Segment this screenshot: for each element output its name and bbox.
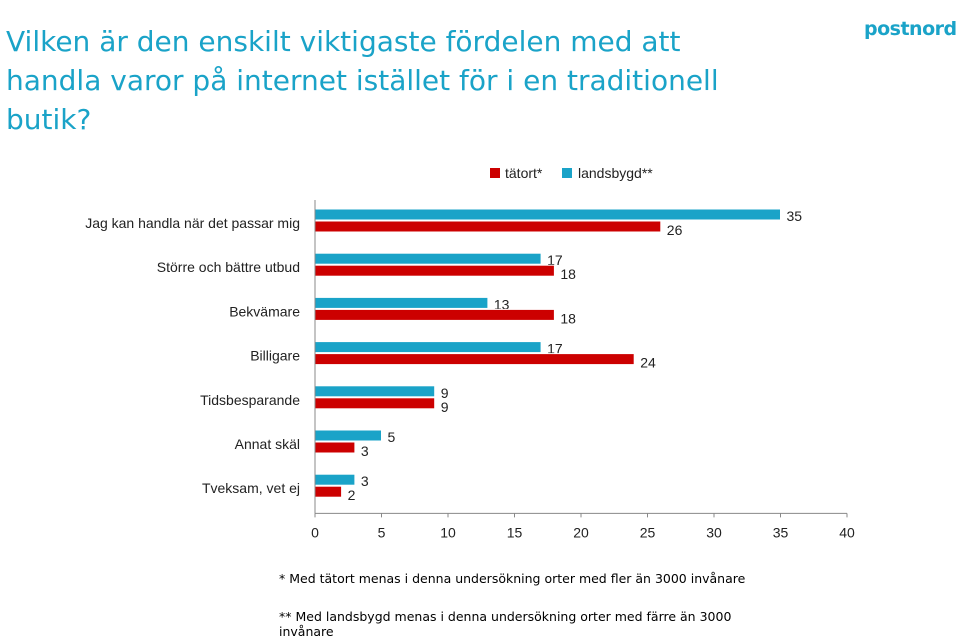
x-tick-label: 0 <box>311 524 319 540</box>
category-label: Tveksam, vet ej <box>202 480 300 496</box>
bar-tatort <box>314 397 436 410</box>
bar-chart: tätort* landsbygd** Jag kan handla när de… <box>85 165 855 540</box>
axes: 0 5 10 15 20 25 30 35 40 <box>311 200 855 540</box>
data-label-landsbygd: 35 <box>787 208 803 224</box>
bar-tatort <box>314 264 555 277</box>
footnote-tatort: * Med tätort menas i denna undersökning … <box>279 571 746 586</box>
category-label: Annat skäl <box>235 436 300 452</box>
data-label-tatort: 26 <box>667 222 683 238</box>
category-label: Billigare <box>250 348 300 364</box>
x-tick-label: 15 <box>507 524 523 540</box>
legend-swatch-tatort <box>490 168 500 178</box>
chart-legend: tätort* landsbygd** <box>490 165 653 181</box>
bar-tatort <box>314 485 343 498</box>
data-label-tatort: 18 <box>560 310 576 326</box>
x-tick-label: 40 <box>839 524 855 540</box>
bar-landsbygd <box>314 341 542 354</box>
legend-swatch-landsbygd <box>562 168 572 178</box>
data-label-tatort: 18 <box>560 266 576 282</box>
category-label: Större och bättre utbud <box>157 259 300 275</box>
legend-label-tatort: tätort* <box>505 165 543 181</box>
x-tick-label: 35 <box>773 524 789 540</box>
bar-landsbygd <box>314 473 356 486</box>
postnord-logo: postnord <box>864 18 957 40</box>
data-label-tatort: 3 <box>361 443 369 459</box>
x-tick-label: 25 <box>640 524 656 540</box>
bar-tatort <box>314 441 356 454</box>
data-label-tatort: 24 <box>640 355 656 371</box>
x-tick-label: 5 <box>378 524 386 540</box>
data-label-tatort: 9 <box>441 399 449 415</box>
bar-tatort <box>314 220 662 233</box>
footnote-landsbygd: ** Med landsbygd menas i denna undersökn… <box>279 609 732 639</box>
page-title: Vilken är den enskilt viktigaste fördele… <box>6 25 719 136</box>
bar-landsbygd <box>314 252 542 265</box>
bar-landsbygd <box>314 208 781 221</box>
data-label-tatort: 2 <box>348 487 356 503</box>
bar-tatort <box>314 308 555 321</box>
category-label: Tidsbesparande <box>200 392 300 408</box>
data-label-landsbygd: 17 <box>547 252 563 268</box>
category-label: Bekvämare <box>229 303 300 319</box>
data-label-landsbygd: 3 <box>361 473 369 489</box>
legend-label-landsbygd: landsbygd** <box>578 165 653 181</box>
x-tick-label: 30 <box>706 524 722 540</box>
bar-tatort <box>314 353 635 366</box>
data-label-landsbygd: 13 <box>494 296 510 312</box>
data-label-landsbygd: 5 <box>388 429 396 445</box>
data-label-landsbygd: 9 <box>441 385 449 401</box>
bar-landsbygd <box>314 296 489 309</box>
x-tick-label: 20 <box>573 524 589 540</box>
x-tick-label: 10 <box>440 524 456 540</box>
bar-landsbygd <box>314 429 382 442</box>
category-label: Jag kan handla när det passar mig <box>85 215 300 231</box>
bar-landsbygd <box>314 385 436 398</box>
category-labels: Jag kan handla när det passar mig Större … <box>85 215 300 496</box>
data-label-landsbygd: 17 <box>547 341 563 357</box>
